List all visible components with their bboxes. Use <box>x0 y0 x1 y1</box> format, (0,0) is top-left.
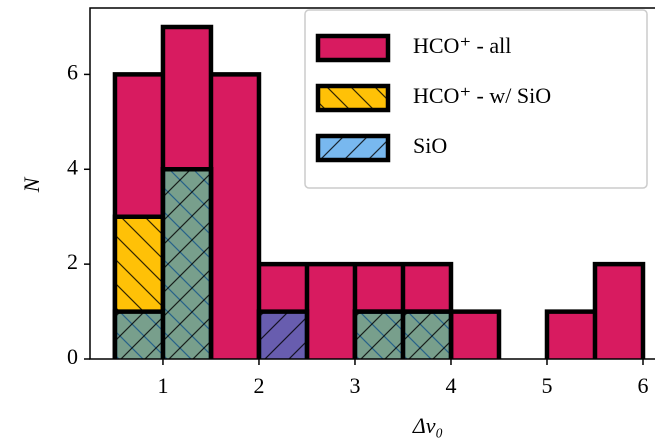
x-tick-label: 1 <box>157 373 168 398</box>
axis-frame <box>89 7 655 360</box>
bar <box>546 311 595 359</box>
x-tick-label: 3 <box>349 373 360 398</box>
x-tick-label: 2 <box>253 373 264 398</box>
bar-outline <box>112 167 454 359</box>
y-axis-label: N <box>19 176 44 193</box>
x-tick-label: 6 <box>637 373 648 398</box>
x-tick-label: 4 <box>445 373 456 398</box>
bar <box>354 311 403 359</box>
y-tick-label: 4 <box>67 154 78 179</box>
bar <box>210 74 259 360</box>
legend-label: SiO <box>413 133 447 158</box>
bar <box>306 264 355 359</box>
legend-swatch <box>315 33 391 63</box>
legend-swatch <box>315 83 391 113</box>
bar <box>162 169 211 359</box>
legend-frame <box>304 9 648 189</box>
y-tick-label: 6 <box>67 59 78 84</box>
bar-outline <box>112 24 646 359</box>
bar <box>402 311 451 359</box>
bar <box>594 264 643 359</box>
y-tick-label: 0 <box>67 344 78 369</box>
bar <box>450 311 499 359</box>
y-tick-label: 2 <box>67 249 78 274</box>
legend-label: HCO⁺ - all <box>413 33 511 58</box>
bar <box>114 311 163 359</box>
bar <box>258 311 307 359</box>
legend-swatch <box>315 133 391 163</box>
x-tick-label: 5 <box>541 373 552 398</box>
x-axis-label: Δv₀ <box>412 413 443 438</box>
legend-label: HCO⁺ - w/ SiO <box>413 83 551 108</box>
legend: HCO⁺ - all HCO⁺ - w/ SiO SiO <box>304 9 648 189</box>
